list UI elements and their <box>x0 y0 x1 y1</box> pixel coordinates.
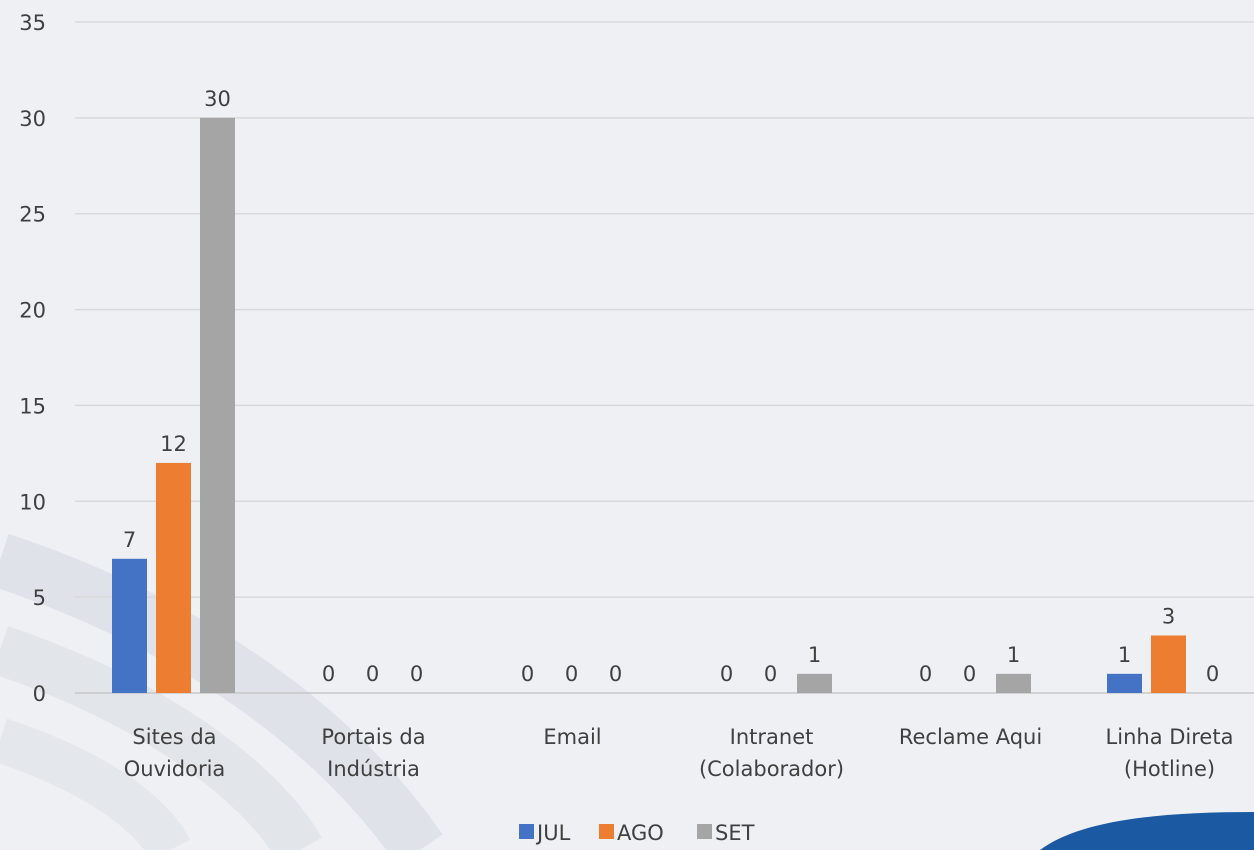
x-axis-categories: Sites da Ouvidoria Portais da Indústria Emai… <box>124 725 1234 781</box>
data-label: 0 <box>963 662 976 686</box>
data-label: 1 <box>1007 643 1020 667</box>
data-label: 0 <box>609 662 622 686</box>
y-axis-ticks: 0 5 10 15 20 25 30 35 <box>19 11 46 706</box>
legend-swatch-set <box>697 824 712 839</box>
x-category-label: Indústria <box>327 757 420 781</box>
x-category-label: (Colaborador) <box>699 757 844 781</box>
bar-set <box>200 117 235 694</box>
x-category-label: Email <box>543 725 601 749</box>
bar-set <box>797 673 832 693</box>
legend-label-ago: AGO <box>617 821 664 845</box>
data-label: 0 <box>565 662 578 686</box>
bars <box>112 117 1186 694</box>
data-label: 1 <box>1118 643 1131 667</box>
x-category-label: (Hotline) <box>1124 757 1215 781</box>
x-category-label: Sites da <box>132 725 216 749</box>
y-tick-label: 0 <box>33 682 46 706</box>
data-label: 3 <box>1162 604 1175 628</box>
legend-label-jul: JUL <box>535 821 571 845</box>
x-category-label: Portais da <box>321 725 425 749</box>
gridlines <box>75 21 1254 694</box>
bar-jul <box>112 558 147 693</box>
data-label: 0 <box>322 662 335 686</box>
y-tick-label: 30 <box>19 107 46 131</box>
corner-brand-shape <box>1040 812 1254 850</box>
y-tick-label: 35 <box>19 11 46 35</box>
data-label: 1 <box>808 643 821 667</box>
data-label: 0 <box>720 662 733 686</box>
data-label: 0 <box>919 662 932 686</box>
bar-ago <box>1151 635 1186 693</box>
data-label: 0 <box>366 662 379 686</box>
legend-swatch-ago <box>599 824 614 839</box>
legend-label-set: SET <box>715 821 755 845</box>
data-label: 0 <box>764 662 777 686</box>
data-label: 7 <box>123 528 136 552</box>
x-category-label: Intranet <box>730 725 814 749</box>
y-tick-label: 10 <box>19 490 46 514</box>
y-tick-label: 25 <box>19 203 46 227</box>
y-tick-label: 15 <box>19 394 46 418</box>
data-label: 12 <box>160 432 187 456</box>
legend-swatch-jul <box>519 824 534 839</box>
legend: JUL AGO SET <box>519 821 755 845</box>
bar-set <box>996 673 1031 693</box>
x-category-label: Reclame Aqui <box>899 725 1042 749</box>
data-label: 0 <box>410 662 423 686</box>
data-label: 0 <box>1206 662 1219 686</box>
bar-jul <box>1107 673 1142 693</box>
bar-ago <box>156 462 191 693</box>
x-category-label: Linha Direta <box>1106 725 1234 749</box>
data-label: 0 <box>521 662 534 686</box>
data-label: 30 <box>204 87 231 111</box>
y-tick-label: 5 <box>33 586 46 610</box>
y-tick-label: 20 <box>19 299 46 323</box>
x-category-label: Ouvidoria <box>124 757 226 781</box>
